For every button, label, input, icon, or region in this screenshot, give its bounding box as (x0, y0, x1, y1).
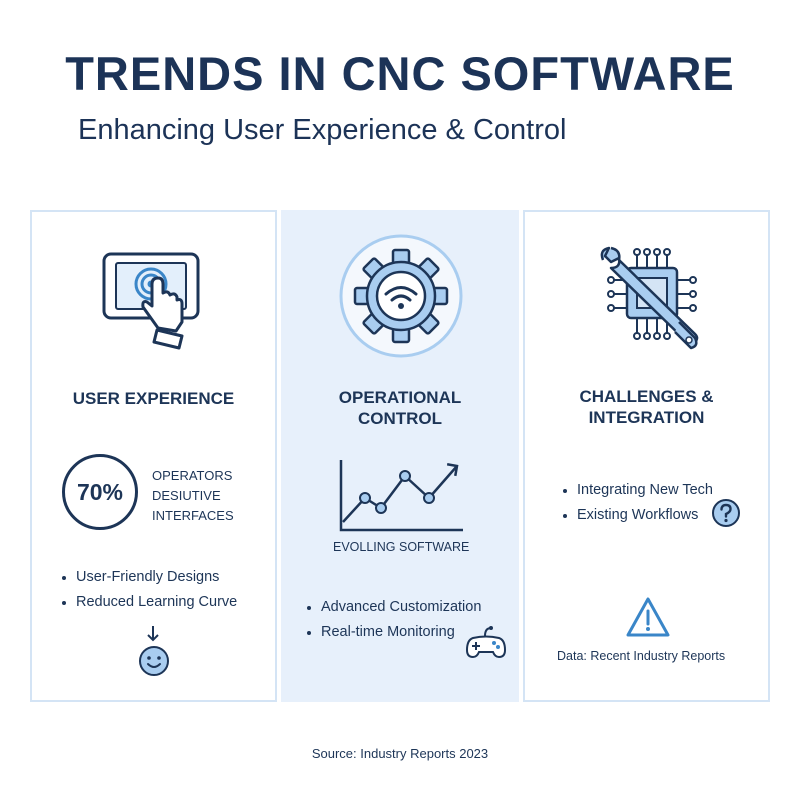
list-item: Advanced Customization (307, 595, 481, 620)
touchscreen-tablet-icon (102, 252, 200, 350)
bullet-list: Advanced Customization Real-time Monitor… (307, 595, 481, 645)
page-subtitle: Enhancing User Experience & Control (78, 114, 567, 146)
stat-percentage: 70% (62, 454, 138, 530)
heading-line-1: CHALLENGES & (579, 387, 714, 406)
stat-line-1: OPERATORS (152, 468, 233, 483)
gear-wifi-icon (339, 234, 463, 358)
line-chart-icon (339, 460, 463, 532)
warning-triangle-icon (626, 597, 670, 637)
stat-line-3: INTERFACES (152, 508, 234, 523)
panel-heading: CHALLENGES & INTEGRATION (525, 386, 768, 428)
panel-challenges-integration: CHALLENGES & INTEGRATION Integrating New… (523, 210, 770, 702)
panel-heading: OPERATIONAL CONTROL (283, 387, 517, 429)
smiley-face-icon (139, 646, 169, 676)
question-circle-icon (712, 499, 740, 527)
list-item: Real-time Monitoring (307, 620, 481, 645)
list-item: Reduced Learning Curve (62, 590, 237, 615)
source-note: Source: Industry Reports 2023 (311, 746, 489, 761)
data-note: Data: Recent Industry Reports (557, 649, 726, 663)
heading-line-1: OPERATIONAL (338, 388, 462, 407)
stat-description: OPERATORS DESIUTIVE INTERFACES (152, 466, 234, 526)
stat-line-2: DESIUTIVE (152, 488, 221, 503)
page-title: TRENDS IN CNC SOFTWARE (65, 47, 735, 100)
list-item: User-Friendly Designs (62, 565, 237, 590)
game-controller-icon (465, 626, 507, 659)
panel-user-experience: USER EXPERIENCE 70% OPERATORS DESIUTIVE … (30, 210, 277, 702)
heading-line-2: CONTROL (357, 409, 443, 428)
list-item: Existing Workflows (563, 503, 713, 528)
panel-operational-control: OPERATIONAL CONTROL EVOLLING SOFTWARE Ad… (281, 210, 519, 702)
list-item: Integrating New Tech (563, 478, 713, 503)
bullet-list: Integrating New Tech Existing Workflows (563, 478, 713, 528)
arrow-down-icon (147, 626, 159, 642)
chart-caption: EVOLLING SOFTWARE (333, 540, 470, 554)
panel-heading: USER EXPERIENCE (72, 389, 235, 408)
wrench-chip-icon (600, 246, 699, 350)
bullet-list: User-Friendly Designs Reduced Learning C… (62, 565, 237, 615)
heading-line-2: INTEGRATION (588, 408, 705, 427)
